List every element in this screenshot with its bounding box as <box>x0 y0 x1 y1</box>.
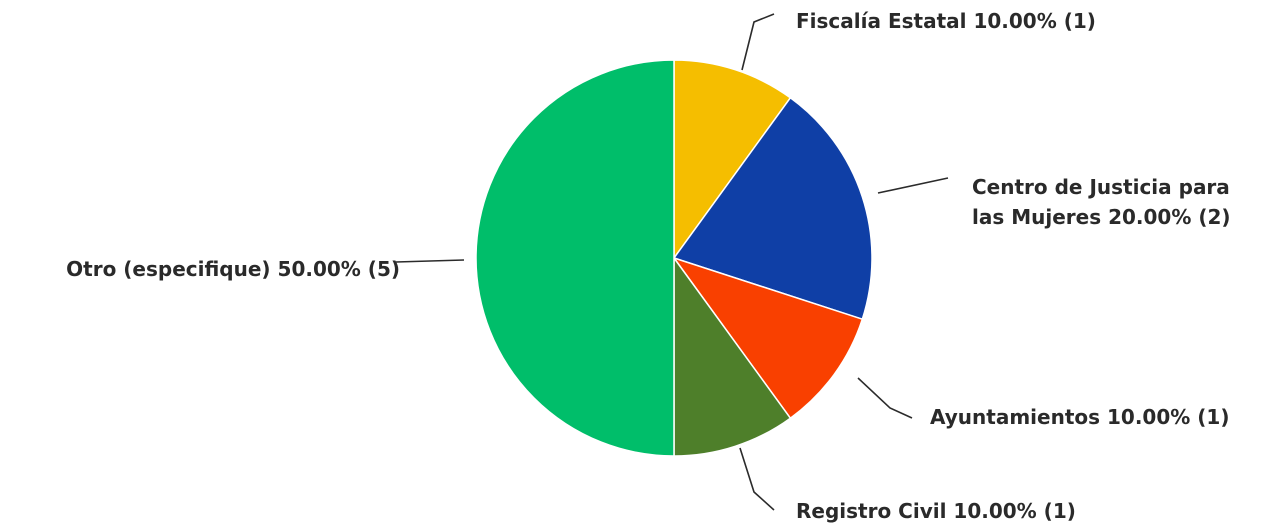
pie-slice-registro-civil <box>673 255 792 457</box>
leader-line <box>739 447 775 511</box>
pie-slice-ayuntamientos <box>672 256 864 420</box>
slice-label: Centro de Justicia para las Mujeres 20.00… <box>972 175 1231 229</box>
slice-label-line: Registro Civil 10.00% (1) <box>796 499 1076 523</box>
slice-label: Ayuntamientos 10.00% (1) <box>930 405 1229 429</box>
slice-label-line: Fiscalía Estatal 10.00% (1) <box>796 9 1096 33</box>
slice-label-line: Centro de Justicia para <box>972 175 1230 199</box>
leader-line <box>741 13 775 71</box>
slice-label-line: Ayuntamientos 10.00% (1) <box>930 405 1229 429</box>
pie-slice-fiscalia-estatal <box>673 59 792 261</box>
leader-lines <box>395 13 949 511</box>
pie-slice-otro-especifique <box>475 59 675 457</box>
slice-label: Registro Civil 10.00% (1) <box>796 499 1076 523</box>
slice-label-line: Otro (especifique) 50.00% (5) <box>66 257 400 281</box>
slice-label: Fiscalía Estatal 10.00% (1) <box>796 9 1096 33</box>
slice-labels: Fiscalía Estatal 10.00% (1) Centro de Jus… <box>66 9 1230 523</box>
pie-slices <box>475 59 873 457</box>
slice-label-line: las Mujeres 20.00% (2) <box>972 205 1231 229</box>
leader-line <box>395 259 465 263</box>
leader-line <box>877 177 949 194</box>
pie-slice-centro-de-justicia-para-las-mujeres <box>672 96 873 321</box>
slice-label: Otro (especifique) 50.00% (5) <box>66 257 400 281</box>
leader-line <box>857 377 913 419</box>
